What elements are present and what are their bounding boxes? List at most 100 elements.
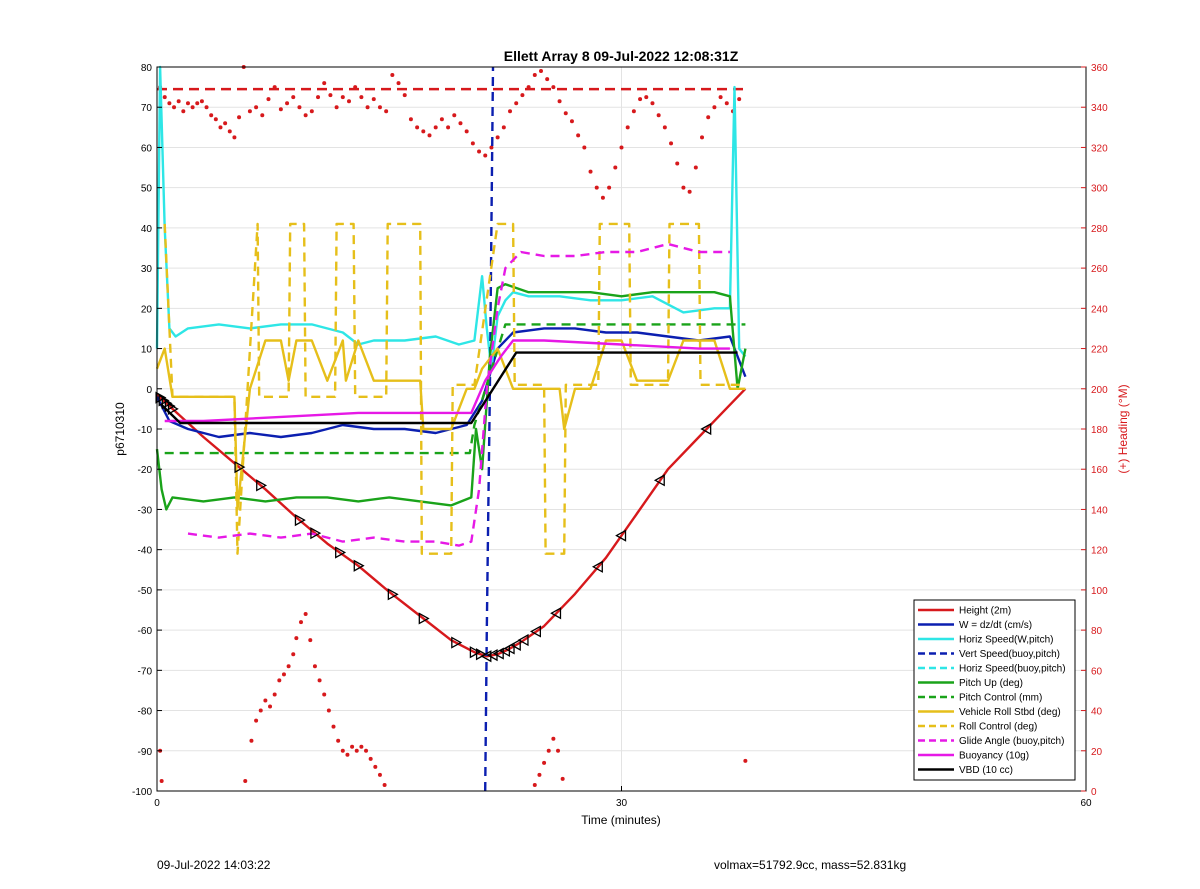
y-right-tick-label: 160 <box>1091 465 1108 476</box>
legend-label: Vert Speed(buoy,pitch) <box>959 649 1060 660</box>
series-line-w-dz-dt-cm-s <box>155 327 747 439</box>
heading-point <box>346 99 351 104</box>
height-marker <box>503 642 515 655</box>
y-right-tick-label: 200 <box>1091 385 1108 396</box>
heading-point <box>546 748 551 753</box>
heading-point <box>297 105 302 110</box>
series-line-pitch-control-mm <box>164 323 746 455</box>
y-tick-label: 10 <box>141 345 153 356</box>
heading-point <box>181 109 186 114</box>
heading-point <box>477 149 482 154</box>
heading-point <box>644 95 649 100</box>
heading-point <box>520 93 525 98</box>
heading-point <box>176 99 181 104</box>
series-line-height-2m <box>156 387 747 658</box>
heading-point <box>737 97 742 102</box>
y-tick-label: -40 <box>138 546 153 557</box>
heading-point <box>354 748 359 753</box>
y-right-tick-label: 20 <box>1091 747 1103 758</box>
legend-label: Height (2m) <box>959 606 1011 617</box>
heading-point <box>582 145 587 150</box>
heading-point <box>700 135 705 140</box>
y-right-tick-label: 280 <box>1091 224 1108 235</box>
heading-point <box>308 638 313 643</box>
y-tick-label: -30 <box>138 505 153 516</box>
heading-point <box>669 141 674 146</box>
heading-point <box>227 129 232 134</box>
y-tick-label: 20 <box>141 304 153 315</box>
heading-point <box>489 145 494 150</box>
legend-label: Pitch Control (mm) <box>959 693 1042 704</box>
heading-point <box>312 664 317 669</box>
heading-point <box>495 135 500 140</box>
heading-point <box>286 664 291 669</box>
heading-point <box>260 113 265 118</box>
height-marker <box>294 513 306 527</box>
heading-point <box>377 772 382 777</box>
y-tick-label: -70 <box>138 666 153 677</box>
legend-label: Glide Angle (buoy,pitch) <box>959 736 1064 747</box>
y-right-tick-label: 180 <box>1091 425 1108 436</box>
y-tick-label: 70 <box>141 103 153 114</box>
height-marker <box>509 638 521 651</box>
heading-point <box>303 612 308 617</box>
series-line-vert-speed-buoy-pitch <box>484 66 495 792</box>
heading-point <box>743 758 748 763</box>
heading-point <box>162 95 167 100</box>
heading-point <box>204 105 209 110</box>
heading-point <box>542 760 547 765</box>
heading-point <box>294 636 299 641</box>
heading-point <box>588 169 593 174</box>
y-right-tick-label: 80 <box>1091 626 1103 637</box>
heading-point <box>336 738 341 743</box>
heading-point <box>340 95 345 100</box>
heading-point <box>285 101 290 106</box>
heading-point <box>298 620 303 625</box>
heading-point <box>607 185 612 190</box>
legend-label: Horiz Speed(buoy,pitch) <box>959 664 1066 675</box>
heading-point <box>545 77 550 82</box>
height-marker <box>418 612 430 625</box>
legend-label: Roll Control (deg) <box>959 722 1037 733</box>
footer-stats: volmax=51792.9cc, mass=52.831kg <box>714 858 907 872</box>
heading-point <box>415 125 420 130</box>
heading-point <box>706 115 711 120</box>
legend-label: Vehicle Roll Stbd (deg) <box>959 707 1061 718</box>
heading-point <box>446 125 451 130</box>
heading-point <box>359 744 364 749</box>
heading-point <box>232 135 237 140</box>
heading-point <box>195 101 200 106</box>
y-axis-right-label: (+) Heading (°M) <box>1116 384 1130 473</box>
heading-point <box>681 185 686 190</box>
height-marker <box>167 402 179 415</box>
heading-point <box>594 185 599 190</box>
heading-point <box>159 778 164 783</box>
heading-point <box>384 109 389 114</box>
height-marker <box>256 479 268 492</box>
heading-point <box>556 748 561 753</box>
y-tick-label: -20 <box>138 465 153 476</box>
y-right-tick-label: 140 <box>1091 505 1108 516</box>
heading-point <box>724 101 729 106</box>
legend: Height (2m) W = dz/dt (cm/s) Horiz Speed(W… <box>913 599 1076 781</box>
heading-point <box>237 115 242 120</box>
y-right-tick-label: 100 <box>1091 586 1108 597</box>
heading-point <box>687 189 692 194</box>
heading-point <box>359 95 364 100</box>
heading-point <box>600 195 605 200</box>
heading-point <box>268 704 273 709</box>
height-marker <box>158 394 170 407</box>
heading-point <box>427 133 432 138</box>
heading-point <box>199 99 204 104</box>
y-right-tick-label: 40 <box>1091 707 1103 718</box>
series-line-buoyancy-10g <box>164 339 730 423</box>
heading-point <box>247 109 252 114</box>
heading-point <box>317 678 322 683</box>
height-marker <box>700 422 712 436</box>
series-lines <box>155 65 747 792</box>
legend-label: Horiz Speed(W,pitch) <box>959 635 1053 646</box>
legend-label: W = dz/dt (cm/s) <box>959 620 1032 631</box>
heading-point <box>421 129 426 134</box>
y-tick-label: 60 <box>141 143 153 154</box>
height-marker <box>475 648 487 661</box>
